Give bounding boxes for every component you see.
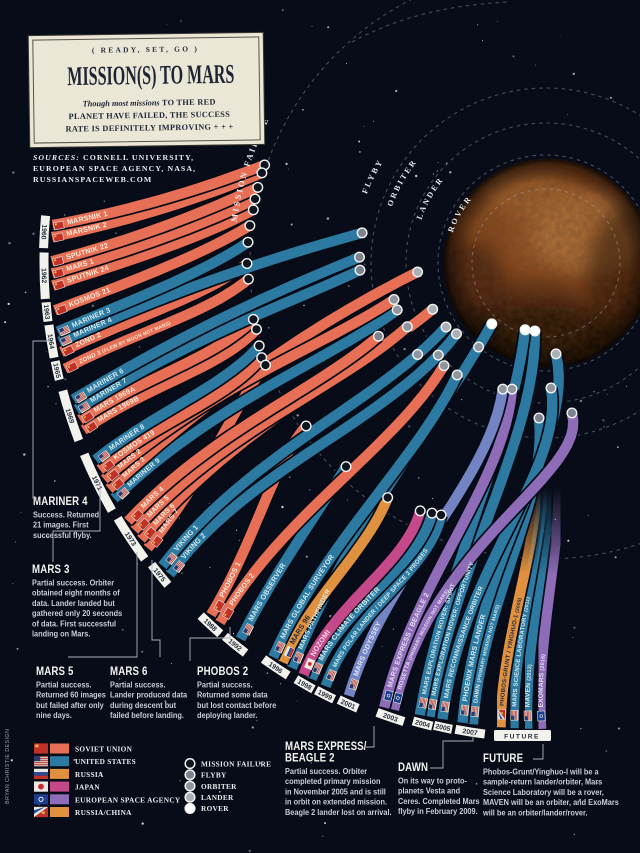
svg-text:data. Lander landed but: data. Lander landed but	[32, 599, 115, 608]
svg-text:MAVEN (2013): MAVEN (2013)	[524, 664, 533, 707]
svg-text:FLYBY: FLYBY	[201, 771, 227, 780]
svg-text:UNITED STATES: UNITED STATES	[75, 757, 136, 766]
svg-text:Success. Returned: Success. Returned	[33, 510, 99, 519]
svg-text:EUROPEAN SPACE AGENCY, NASA,: EUROPEAN SPACE AGENCY, NASA,	[33, 164, 196, 173]
svg-text:flyby in February 2009.: flyby in February 2009.	[398, 807, 478, 816]
svg-text:landing on Mars.: landing on Mars.	[32, 629, 90, 638]
svg-text:2004: 2004	[414, 719, 431, 730]
svg-text:1963: 1963	[42, 304, 50, 320]
svg-text:Partial success. Orbiter: Partial success. Orbiter	[285, 767, 367, 776]
svg-text:completed primary mission: completed primary mission	[285, 777, 381, 786]
svg-text:RATE IS DEFINITELY IMPROVING +: RATE IS DEFINITELY IMPROVING + + +	[66, 122, 234, 133]
svg-text:MISSION(S) TO MARS: MISSION(S) TO MARS	[67, 59, 234, 91]
svg-text:MARS 6: MARS 6	[110, 665, 148, 678]
svg-text:during descent but: during descent but	[110, 701, 177, 710]
svg-text:ORBITER: ORBITER	[201, 782, 237, 791]
svg-text:( READY, SET, GO ): ( READY, SET, GO )	[92, 44, 199, 54]
svg-text:Lander produced data: Lander produced data	[110, 690, 188, 699]
svg-text:but failed after only: but failed after only	[36, 701, 104, 710]
svg-text:in November 2005 and is still: in November 2005 and is still	[285, 787, 386, 796]
svg-text:1969: 1969	[64, 408, 75, 425]
svg-text:1965: 1965	[51, 363, 61, 379]
svg-text:Ceres. Completed Mars: Ceres. Completed Mars	[398, 797, 480, 806]
svg-text:RUSSIANSPACEWEB.COM: RUSSIANSPACEWEB.COM	[33, 175, 152, 184]
svg-text:SOURCES: CORNELL UNIVERSITY,: SOURCES: CORNELL UNIVERSITY,	[33, 153, 194, 162]
svg-text:Science Laboratory will be a r: Science Laboratory will be a rover,	[483, 788, 604, 797]
svg-text:nine days.: nine days.	[36, 711, 72, 720]
svg-text:EXOMARS (2016): EXOMARS (2016)	[538, 654, 547, 708]
svg-text:BEAGLE 2: BEAGLE 2	[285, 752, 335, 765]
svg-text:obtained eight months of: obtained eight months of	[32, 588, 120, 597]
svg-text:BRYAN CHRISTIE DESIGN: BRYAN CHRISTIE DESIGN	[5, 729, 11, 804]
svg-text:MISSION FAILURE: MISSION FAILURE	[201, 759, 271, 768]
svg-text:but lost contact before: but lost contact before	[197, 701, 276, 710]
svg-text:2005: 2005	[435, 723, 451, 733]
svg-text:gathered only 20 seconds: gathered only 20 seconds	[32, 609, 122, 618]
svg-text:PHOBOS 2: PHOBOS 2	[197, 665, 248, 678]
svg-text:failed before landing.: failed before landing.	[110, 711, 184, 720]
svg-text:Returned 60 images: Returned 60 images	[36, 690, 106, 699]
svg-text:in orbit on extended mission.: in orbit on extended mission.	[285, 797, 387, 806]
svg-text:21 images. First: 21 images. First	[33, 520, 89, 529]
svg-text:deploying lander.: deploying lander.	[197, 711, 257, 720]
svg-text:EUROPEAN SPACE AGENCY: EUROPEAN SPACE AGENCY	[75, 795, 181, 804]
svg-text:PLANET HAVE FAILED, THE SUCCES: PLANET HAVE FAILED, THE SUCCESS	[69, 110, 231, 121]
svg-text:SOVIET UNION: SOVIET UNION	[75, 745, 133, 754]
svg-text:MARS 3: MARS 3	[32, 563, 70, 576]
svg-text:On its way to proto-: On its way to proto-	[398, 776, 467, 785]
svg-text:sample-return lander/orbiter,: sample-return lander/orbiter, Mars	[483, 777, 602, 786]
svg-text:Phobos-Grunt/Yinghuo-I will be: Phobos-Grunt/Yinghuo-I will be a	[483, 767, 599, 776]
svg-text:MARS 5: MARS 5	[36, 665, 74, 678]
svg-text:ROVER: ROVER	[201, 804, 229, 813]
svg-text:1960: 1960	[39, 224, 47, 240]
svg-text:MAVEN will be an orbiter, and: MAVEN will be an orbiter, and ExoMars	[483, 798, 619, 807]
svg-text:LANDER: LANDER	[201, 793, 234, 802]
svg-text:JAPAN: JAPAN	[75, 783, 100, 792]
svg-text:Partial success.: Partial success.	[197, 680, 253, 689]
svg-text:MARS EXPRESS/: MARS EXPRESS/	[285, 740, 367, 753]
svg-text:DAWN: DAWN	[398, 761, 428, 774]
svg-text:1964: 1964	[46, 334, 55, 350]
svg-text:Returned some data: Returned some data	[197, 690, 268, 699]
svg-text:MARINER 4: MARINER 4	[33, 495, 88, 508]
svg-text:Beagle 2 lander lost on arriva: Beagle 2 lander lost on arrival.	[285, 808, 392, 817]
svg-text:FUTURE: FUTURE	[483, 752, 523, 765]
svg-text:2003: 2003	[382, 712, 399, 724]
svg-text:of data. First successful: of data. First successful	[32, 619, 116, 628]
svg-text:planets Vesta and: planets Vesta and	[398, 786, 460, 795]
svg-text:Though most missions TO THE RE: Though most missions TO THE RED	[83, 98, 216, 109]
svg-text:Partial success. Orbiter: Partial success. Orbiter	[32, 578, 114, 587]
svg-text:RUSSIA: RUSSIA	[75, 770, 104, 779]
svg-text:Partial success.: Partial success.	[36, 680, 92, 689]
svg-text:1962: 1962	[40, 268, 47, 284]
svg-text:will be an orbiter/lander/rove: will be an orbiter/lander/rover.	[482, 808, 587, 817]
svg-text:successful flyby.: successful flyby.	[33, 531, 92, 540]
svg-text:2007: 2007	[462, 728, 478, 737]
svg-text:RUSSIA/CHINA: RUSSIA/CHINA	[75, 808, 132, 817]
svg-text:FUTURE: FUTURE	[504, 733, 540, 740]
svg-text:Partial success.: Partial success.	[110, 680, 166, 689]
